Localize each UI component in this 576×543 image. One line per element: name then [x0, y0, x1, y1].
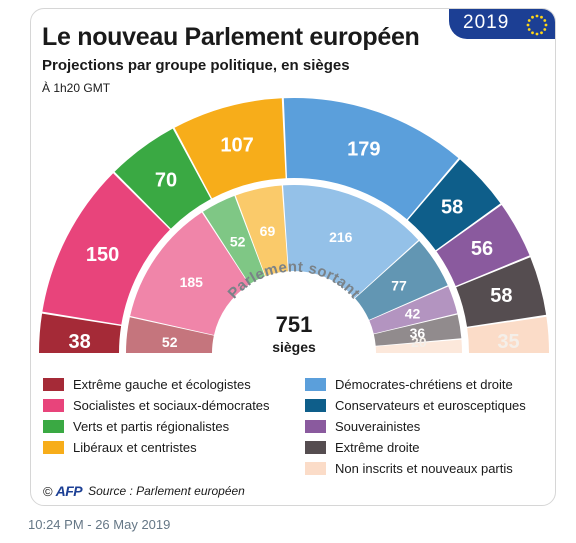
- inner-value-label: 36: [410, 325, 426, 341]
- year-badge: 2019: [449, 9, 555, 39]
- inner-segment: [202, 195, 265, 285]
- legend-item: Conservateurs et eurosceptiques: [305, 396, 526, 414]
- chart-subtitle: Projections par groupe politique, en siè…: [42, 57, 350, 74]
- inner-value-label: 185: [180, 274, 204, 290]
- legend-label: Souverainistes: [335, 418, 421, 434]
- inner-segment: [355, 240, 448, 320]
- outer-segment: [467, 316, 549, 353]
- legend-item: Démocrates-chrétiens et droite: [305, 375, 513, 393]
- outer-value-label: 58: [490, 285, 512, 307]
- star-icon: [535, 32, 539, 36]
- legend-swatch: [43, 440, 64, 454]
- outer-value-label: 179: [347, 139, 380, 161]
- legend-label: Extrême droite: [335, 439, 420, 455]
- legend-label: Libéraux et centristes: [73, 439, 197, 455]
- outer-value-label: 70: [155, 169, 177, 191]
- outer-segment: [456, 257, 547, 327]
- legend-label: Extrême gauche et écologistes: [73, 376, 251, 392]
- legend-label: Non inscrits et nouveaux partis: [335, 460, 513, 476]
- star-icon: [531, 15, 534, 19]
- outer-value-label: 107: [220, 135, 253, 157]
- inner-value-label: 216: [329, 229, 353, 245]
- inner-segment: [369, 286, 458, 334]
- outer-value-label: 38: [69, 331, 91, 353]
- inner-segment: [130, 212, 250, 335]
- legend-item: Extrême gauche et écologistes: [43, 375, 251, 393]
- tweet-timestamp[interactable]: 10:24 PM - 26 May 2019: [28, 517, 171, 532]
- legend-label: Conservateurs et eurosceptiques: [335, 397, 526, 413]
- star-icon: [527, 19, 531, 22]
- star-icon: [540, 15, 543, 19]
- inner-segment: [283, 185, 419, 298]
- star-icon: [544, 23, 548, 27]
- legend-swatch: [305, 440, 326, 454]
- total-seats: 751: [276, 312, 313, 337]
- legend-label: Verts et partis régionalistes: [73, 418, 230, 434]
- legend-swatch: [305, 461, 326, 475]
- legend-swatch: [305, 419, 326, 433]
- outer-segment: [114, 128, 211, 229]
- legend-item: Non inscrits et nouveaux partis: [305, 459, 513, 477]
- inner-value-label: 20: [411, 334, 427, 350]
- outer-value-label: 56: [471, 238, 493, 260]
- outer-segment: [42, 173, 170, 325]
- legend-item: Socialistes et sociaux-démocrates: [43, 396, 270, 414]
- legend-swatch: [43, 419, 64, 433]
- hemicycle-chart: 38 150 70 107 179 58 56 58 35 52 185 52 69 216 77 42 36…: [39, 97, 549, 355]
- outer-segment: [39, 313, 122, 353]
- legend-swatch: [43, 398, 64, 412]
- legend-swatch: [305, 398, 326, 412]
- chart-time: À 1h20 GMT: [42, 81, 111, 95]
- outer-value-label: 150: [86, 244, 119, 266]
- inner-value-label: 52: [230, 233, 246, 249]
- inner-segment: [375, 339, 462, 353]
- inner-segment: [373, 314, 462, 346]
- inner-value-label: 42: [405, 305, 421, 321]
- inner-value-label: 69: [260, 223, 276, 239]
- legend: Extrême gauche et écologistes Socialistes…: [43, 375, 555, 485]
- outer-value-label: 35: [497, 331, 519, 353]
- total-seats-unit: sièges: [272, 339, 316, 355]
- outer-ring: 38 150 70 107 179 58 56 58 35: [39, 97, 549, 353]
- inner-value-label: 52: [162, 334, 178, 350]
- year-text: 2019: [463, 12, 510, 33]
- source-text: Source : Parlement européen: [88, 484, 245, 498]
- inner-value-label: 77: [391, 277, 407, 293]
- eu-stars-icon: [526, 14, 548, 36]
- legend-item: Extrême droite: [305, 438, 420, 456]
- outer-segment: [174, 98, 286, 199]
- legend-item: Verts et partis régionalistes: [43, 417, 229, 435]
- legend-item: Libéraux et centristes: [43, 438, 197, 456]
- inner-segment: [126, 317, 214, 353]
- legend-item: Souverainistes: [305, 417, 420, 435]
- legend-label: Socialistes et sociaux-démocrates: [73, 397, 270, 413]
- afp-logo: AFP: [55, 483, 83, 499]
- legend-swatch: [43, 377, 64, 391]
- star-icon: [543, 19, 547, 22]
- star-icon: [527, 28, 531, 31]
- infographic-card: 2019 Le nouveau Parlement européen Proje…: [30, 8, 556, 506]
- outer-value-label: 58: [441, 196, 463, 218]
- star-icon: [540, 31, 543, 35]
- star-icon: [543, 28, 547, 31]
- chart-title: Le nouveau Parlement européen: [42, 23, 420, 51]
- star-icon: [526, 23, 530, 27]
- outer-segment: [407, 159, 501, 251]
- legend-swatch: [305, 377, 326, 391]
- legend-label: Démocrates-chrétiens et droite: [335, 376, 513, 392]
- outer-segment: [436, 204, 530, 286]
- inner-segment: [235, 185, 288, 277]
- star-icon: [531, 31, 534, 35]
- star-icon: [535, 14, 539, 18]
- outer-segment: [283, 97, 459, 220]
- footer: © AFP Source : Parlement européen: [43, 483, 245, 499]
- copyright-icon: ©: [43, 483, 53, 499]
